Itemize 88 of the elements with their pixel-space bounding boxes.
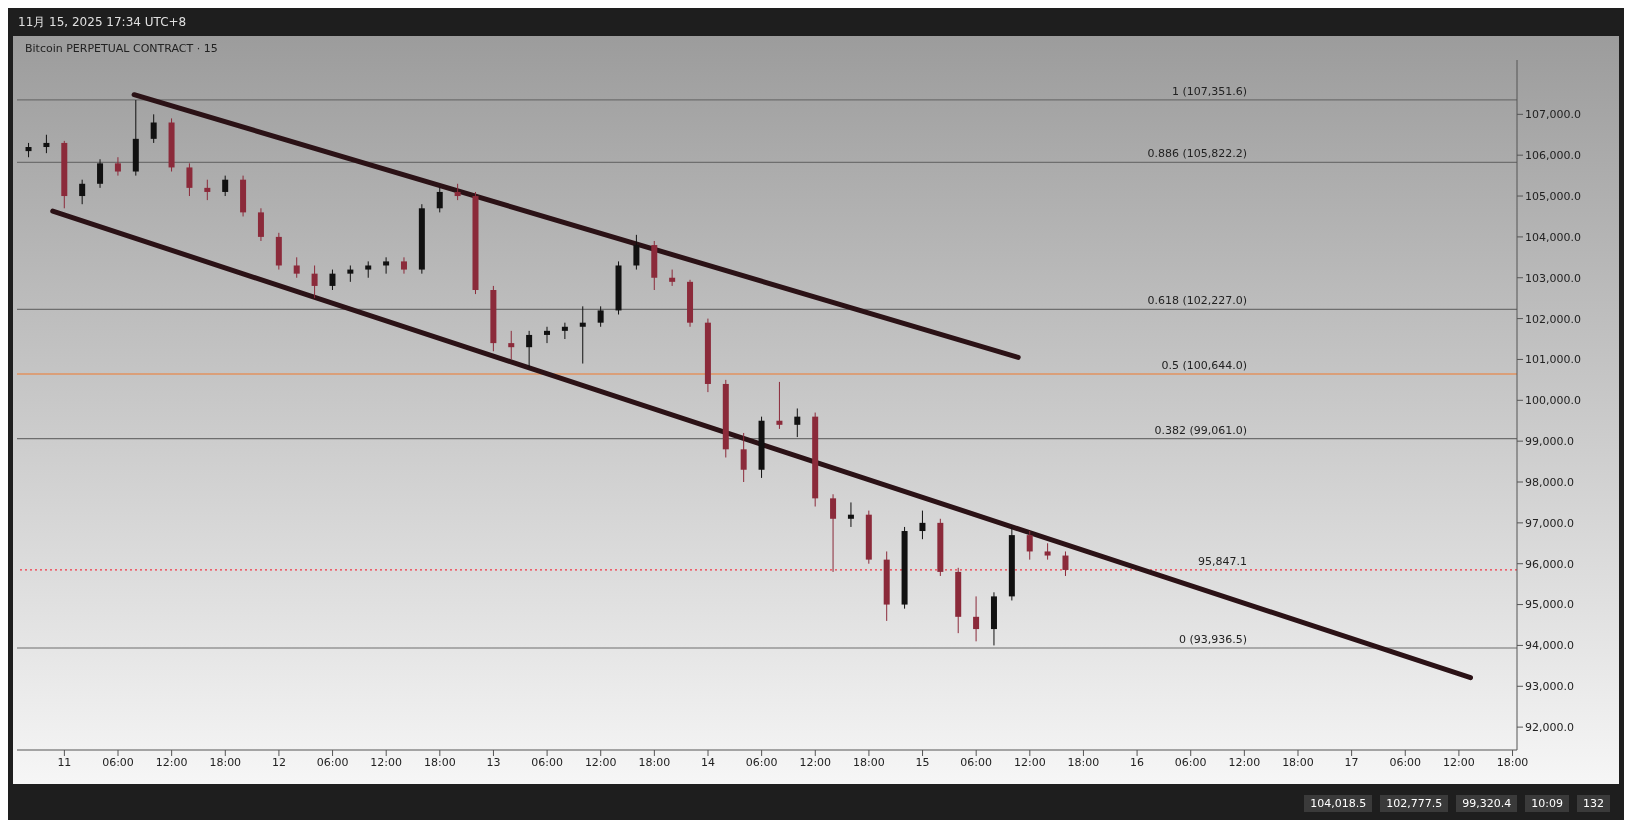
candlestick	[597, 305, 604, 328]
candlestick	[508, 330, 515, 360]
text: 10:09	[1525, 795, 1569, 812]
x-tick-label: 13	[486, 755, 501, 769]
candlestick	[43, 134, 50, 154]
candlestick	[222, 175, 229, 197]
candlestick	[97, 158, 104, 189]
candlestick	[847, 501, 854, 528]
candlestick	[1062, 550, 1069, 577]
text: 99,320.4	[1456, 795, 1518, 812]
text: 104,018.5	[1304, 795, 1373, 812]
candlestick	[186, 162, 193, 197]
y-tick-label: 100,000.0	[1525, 394, 1581, 408]
x-tick-label: 18:00	[1496, 755, 1529, 769]
text: 132	[1577, 795, 1610, 812]
x-tick-label: 06:00	[102, 755, 134, 769]
candlestick	[1026, 530, 1033, 561]
x-tick-label: 14	[701, 755, 715, 769]
x-tick-label: 15	[915, 755, 930, 769]
y-tick-label: 101,000.0	[1525, 353, 1581, 367]
x-tick-label: 06:00	[745, 755, 778, 769]
x-tick-label: 06:00	[316, 755, 349, 769]
ref-line-label: 95,847.1	[1198, 554, 1247, 568]
x-tick-label: 12:00	[584, 755, 617, 769]
candlestick	[633, 234, 640, 271]
x-tick-label: 12:00	[155, 755, 188, 769]
chart-title: Bitcoin PERPETUAL CONTRACT · 15	[25, 42, 218, 55]
x-tick-label: 12:00	[799, 755, 832, 769]
x-tick-label: 17	[1344, 755, 1359, 769]
x-tick-label: 11	[57, 755, 72, 769]
y-tick-label: 99,000.0	[1525, 435, 1574, 449]
x-tick-label: 12:00	[1443, 755, 1475, 769]
ref-line-label: 1 (107,351.6)	[1171, 84, 1247, 98]
candlestick	[114, 156, 121, 177]
candlestick	[293, 256, 300, 279]
text: 102,777.5	[1380, 795, 1449, 812]
candlestick	[204, 179, 211, 201]
candlestick	[526, 330, 533, 369]
x-tick-label: 16	[1130, 755, 1145, 769]
candlestick	[740, 432, 747, 483]
candlestick	[436, 187, 443, 213]
y-tick-label: 106,000.0	[1525, 149, 1581, 163]
y-tick-label: 97,000.0	[1525, 516, 1574, 530]
x-tick-label: 12:00	[1228, 755, 1261, 769]
x-tick-label: 06:00	[1389, 755, 1422, 769]
ref-line-label: 0 (93,936.5)	[1178, 632, 1247, 646]
x-tick-label: 06:00	[960, 755, 993, 769]
candlestick	[794, 407, 801, 438]
candlestick	[919, 510, 926, 540]
candlestick	[973, 595, 980, 642]
candlestick	[776, 381, 783, 430]
x-tick-label: 18:00	[853, 755, 885, 769]
ref-line-label: 0.5 (100,644.0)	[1161, 358, 1247, 372]
y-tick-label: 107,000.0	[1525, 108, 1581, 122]
x-tick-label: 18:00	[1282, 755, 1314, 769]
candlestick	[830, 493, 837, 573]
ref-line-label: 0.382 (99,061.0)	[1154, 423, 1247, 437]
candlestick	[79, 179, 86, 205]
x-tick-label: 12	[271, 755, 286, 769]
x-tick-label: 18:00	[209, 755, 242, 769]
ref-line-label: 0.618 (102,227.0)	[1147, 294, 1247, 308]
candlestick	[383, 256, 390, 275]
candlestick	[329, 269, 336, 291]
candlestick	[311, 264, 318, 299]
y-tick-label: 102,000.0	[1525, 312, 1581, 326]
x-tick-label: 06:00	[1174, 755, 1207, 769]
y-tick-label: 95,000.0	[1525, 598, 1574, 612]
candlestick	[400, 256, 407, 275]
y-tick-label: 103,000.0	[1525, 271, 1581, 285]
y-tick-label: 94,000.0	[1525, 639, 1574, 653]
x-tick-label: 06:00	[531, 755, 563, 769]
text: 11月 15, 2025 17:34 UTC+8	[18, 15, 187, 29]
y-tick-label: 98,000.0	[1525, 475, 1574, 489]
y-tick-label: 93,000.0	[1525, 680, 1574, 694]
x-tick-label: 18:00	[1067, 755, 1100, 769]
candlestick	[150, 113, 157, 144]
x-tick-label: 12:00	[1013, 755, 1046, 769]
y-tick-label: 92,000.0	[1525, 721, 1574, 735]
y-tick-label: 96,000.0	[1525, 557, 1574, 571]
x-tick-label: 12:00	[370, 755, 403, 769]
y-tick-label: 105,000.0	[1525, 189, 1581, 203]
y-tick-label: 104,000.0	[1525, 230, 1581, 244]
x-tick-label: 18:00	[638, 755, 671, 769]
candlestick	[544, 326, 551, 344]
candlestick	[561, 322, 568, 340]
ref-line-label: 0.886 (105,822.2)	[1147, 147, 1247, 161]
x-tick-label: 18:00	[423, 755, 456, 769]
candlestick	[579, 305, 586, 365]
